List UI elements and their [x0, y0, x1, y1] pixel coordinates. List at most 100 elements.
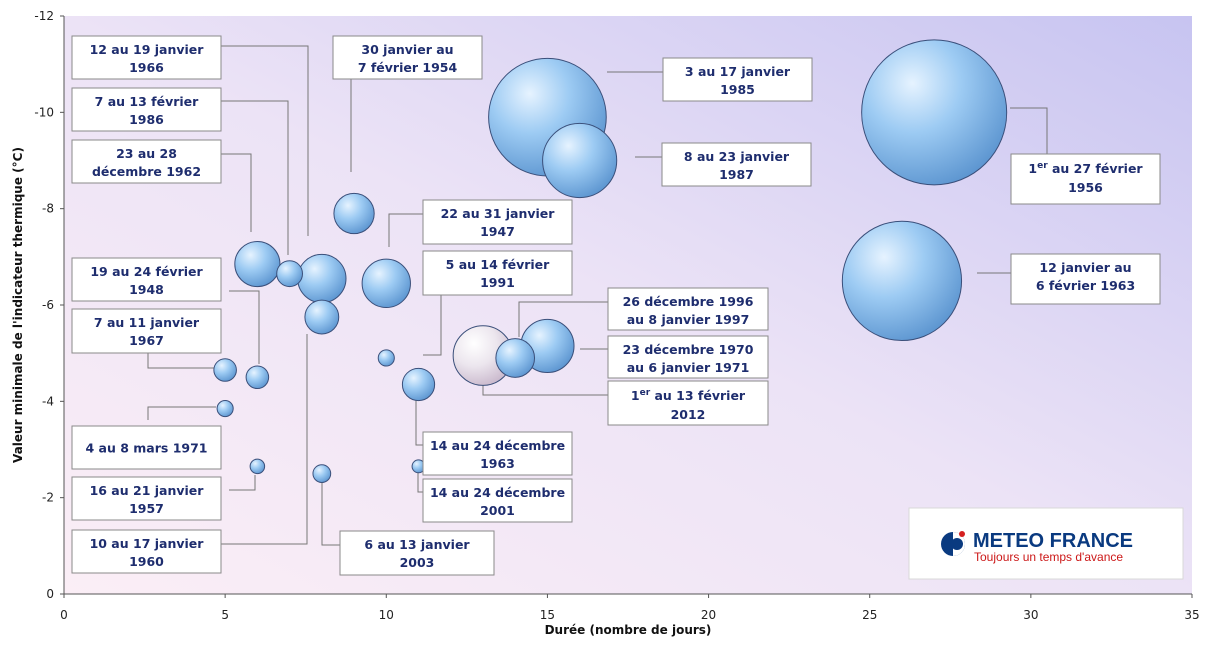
- label-line-1: 10 au 17 janvier: [90, 536, 205, 551]
- leader-line: [221, 334, 308, 545]
- label-line-1: 12 au 19 janvier: [90, 42, 205, 57]
- y-tick-label: -2: [42, 491, 54, 505]
- label-line-2: 6 février 1963: [1036, 278, 1135, 293]
- label-line-2: 7 février 1954: [358, 60, 458, 75]
- bubble: [245, 365, 270, 390]
- x-axis-title: Durée (nombre de jours): [545, 623, 712, 637]
- label-line-1: 1er au 13 février: [631, 388, 746, 403]
- y-tick-label: -6: [42, 298, 54, 312]
- bubble: [542, 122, 618, 199]
- label-line-2: 1987: [719, 167, 754, 182]
- y-tick-label: -12: [34, 9, 54, 23]
- leader-line: [415, 392, 423, 446]
- bubble: [297, 253, 347, 304]
- label-line-2: 1957: [129, 501, 164, 516]
- logo-tagline: Toujours un temps d'avance: [974, 550, 1123, 564]
- leader-line: [1010, 107, 1048, 154]
- bubble: [276, 260, 303, 288]
- label-line-2: au 6 janvier 1971: [627, 360, 750, 375]
- label-line-2: 1947: [480, 224, 515, 239]
- label-line-1: 22 au 31 janvier: [441, 206, 556, 221]
- label-box: [71, 35, 222, 80]
- leader-line: [147, 353, 215, 369]
- x-tick-label: 30: [1023, 608, 1038, 622]
- bubbles: [213, 39, 1008, 483]
- label-box: [71, 257, 222, 302]
- label-line-2: 1966: [129, 60, 164, 75]
- label-box: [71, 529, 222, 574]
- x-tick-label: 5: [221, 608, 229, 622]
- leader-line: [321, 482, 340, 546]
- leader-line: [147, 406, 216, 420]
- label-line-2: 2001: [480, 503, 515, 518]
- leader-lines: [147, 45, 1048, 546]
- label-rest: au 27 février: [1048, 161, 1144, 176]
- label-line-2: 1963: [480, 456, 515, 471]
- bubble: [216, 400, 234, 418]
- label-box: [662, 57, 813, 102]
- label-line-2: 2012: [671, 407, 706, 422]
- label-box: [339, 530, 495, 576]
- leader-line: [482, 385, 608, 396]
- label-box: [71, 308, 222, 354]
- x-tick-label: 25: [862, 608, 877, 622]
- label-box: [1010, 153, 1161, 205]
- meteo-france-emblem-icon: [941, 531, 965, 556]
- logo-name: METEO FRANCE: [973, 530, 1133, 552]
- bubble: [234, 240, 281, 288]
- leader-line: [229, 290, 260, 364]
- label-box: [71, 87, 222, 132]
- label-line-2: 1956: [1068, 180, 1103, 195]
- label-number: 1: [631, 388, 640, 403]
- label-line-1: 7 au 13 février: [95, 94, 199, 109]
- label-line-1: 19 au 24 février: [90, 264, 203, 279]
- label-line-1: 30 janvier au: [361, 42, 453, 57]
- leader-line: [221, 45, 309, 236]
- label-line-2: 1967: [129, 333, 164, 348]
- label-line-2: 1991: [480, 275, 515, 290]
- x-tick-label: 15: [540, 608, 555, 622]
- bubble: [333, 192, 375, 235]
- label-box: [661, 142, 812, 187]
- label-line-1: 12 janvier au: [1039, 260, 1131, 275]
- meteo-france-logo: METEO FRANCE Toujours un temps d'avance: [908, 507, 1184, 580]
- leader-line: [417, 471, 423, 493]
- label-box: [422, 478, 573, 523]
- y-axis-title: Valeur minimale de l'indicateur thermiqu…: [11, 147, 25, 463]
- leader-line: [229, 475, 256, 491]
- leader-line: [221, 100, 289, 255]
- x-tick-label: 10: [379, 608, 394, 622]
- bubble: [495, 338, 536, 378]
- label-superscript: er: [1037, 161, 1048, 171]
- label-line-1: 5 au 14 février: [446, 257, 550, 272]
- label-box: [71, 476, 222, 521]
- label-line-1: 6 au 13 janvier: [364, 537, 470, 552]
- bubble: [861, 39, 1008, 186]
- label-line-2: 1948: [129, 282, 164, 297]
- leader-line: [423, 295, 442, 356]
- label-line-1: 1er au 27 février: [1028, 161, 1143, 176]
- bubble: [377, 349, 395, 367]
- label-superscript: er: [640, 388, 651, 398]
- y-tick-label: -8: [42, 202, 54, 216]
- bubble: [401, 367, 436, 402]
- label-line-1: 14 au 24 décembre: [430, 438, 565, 453]
- bubble: [213, 358, 237, 382]
- label-box: [422, 431, 573, 476]
- label-line-1: 26 décembre 1996: [623, 294, 754, 309]
- bubble: [304, 299, 340, 335]
- label-line-2: au 8 janvier 1997: [627, 312, 750, 327]
- label-line-1: 23 au 28: [116, 146, 177, 161]
- bubble: [312, 464, 332, 483]
- y-tick-label: 0: [46, 587, 54, 601]
- label-line-1: 3 au 17 janvier: [685, 64, 791, 79]
- x-tick-label: 0: [60, 608, 68, 622]
- label-line-2: 1986: [129, 112, 164, 127]
- label-box: [422, 199, 573, 245]
- label-box: [607, 287, 769, 331]
- axes: 0 5 10 15 20 25 30 35 0 -2 -4 -6 -8 -10 -12: [34, 9, 1199, 622]
- label-line-1: 23 décembre 1970: [623, 342, 754, 357]
